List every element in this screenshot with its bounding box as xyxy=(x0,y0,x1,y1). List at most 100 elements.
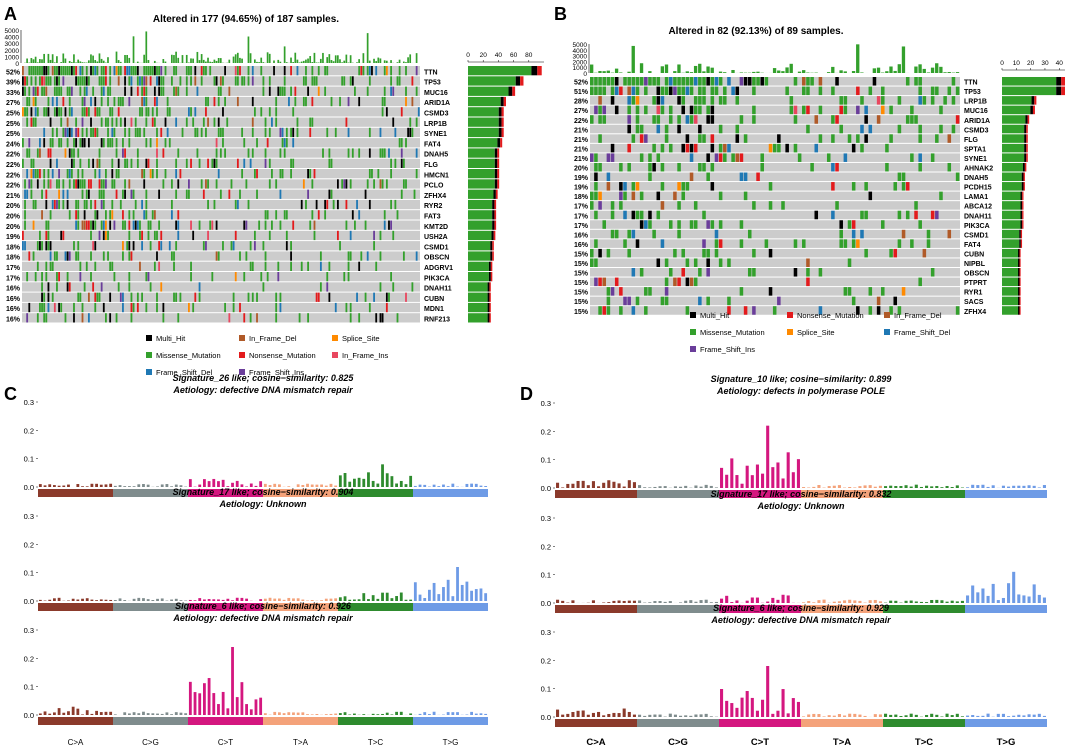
signature-bar xyxy=(827,715,831,717)
signature-bar xyxy=(48,713,52,715)
signature-plot-d-0: Signature_10 like; cosine−similarity: 0.… xyxy=(541,374,1047,498)
frequency-multihit-segment xyxy=(488,261,491,271)
legend-swatch xyxy=(884,329,890,335)
mutation-cell xyxy=(68,179,71,189)
mutation-cell xyxy=(87,220,90,230)
mutation-cell xyxy=(296,117,299,127)
signature-bar xyxy=(791,698,795,717)
panel-a-label: A xyxy=(4,4,17,24)
mutation-cell xyxy=(24,107,26,117)
mutation-cell xyxy=(281,169,284,179)
frequency-multihit-segment xyxy=(1022,162,1025,172)
mutation-cell xyxy=(213,158,216,168)
mutation-cell xyxy=(277,86,280,96)
signature-bar xyxy=(442,484,445,487)
mutation-cell xyxy=(660,201,665,210)
oncoplot-row-cells xyxy=(26,148,418,158)
mutation-cell xyxy=(392,117,395,127)
mutation-cell xyxy=(164,66,167,76)
mutation-cell xyxy=(79,158,82,168)
mutation-cell xyxy=(594,258,598,267)
mutation-cell xyxy=(947,162,952,172)
mutation-cell xyxy=(162,179,165,189)
mutation-cell xyxy=(243,76,246,86)
mutation-cell xyxy=(111,210,114,220)
frequency-nonsense-segment xyxy=(494,199,497,210)
signature-bar xyxy=(909,600,913,603)
gene-name: ZFHX4 xyxy=(964,309,986,316)
mutation-cell xyxy=(109,261,112,271)
mutation-cell xyxy=(156,148,158,158)
mutation-cell xyxy=(43,302,46,313)
mutation-cell xyxy=(835,115,839,124)
mutation-cell xyxy=(315,76,318,86)
mutation-cell xyxy=(132,66,135,76)
mutation-cell xyxy=(901,287,906,296)
signature-bar xyxy=(81,486,84,487)
mutation-cell xyxy=(668,143,673,153)
mutation-cell xyxy=(710,134,715,143)
tmb-bar xyxy=(143,54,146,63)
mutation-cell xyxy=(677,86,681,96)
mutation-cell xyxy=(98,107,101,117)
signature-bar xyxy=(771,713,775,717)
mutation-cell xyxy=(64,127,67,138)
mutation-cell xyxy=(92,158,95,168)
tmb-bar xyxy=(305,59,307,63)
mutation-cell xyxy=(145,107,148,117)
mutation-cell xyxy=(806,124,810,134)
mutation-cell xyxy=(379,313,382,323)
signature-bar xyxy=(699,486,703,488)
mutation-cell xyxy=(66,272,69,282)
gene-percent: 27% xyxy=(574,108,589,115)
mutation-cell xyxy=(134,66,137,76)
mutation-cell xyxy=(136,302,139,313)
mutation-cell xyxy=(918,86,922,96)
gene-frequency-bar xyxy=(468,282,491,292)
oncoplot-row-cells xyxy=(24,199,397,210)
mutation-cell xyxy=(122,210,124,220)
mutation-cell xyxy=(876,296,881,306)
mutation-cell xyxy=(162,313,165,323)
mutation-cell xyxy=(689,153,694,162)
mutation-cell xyxy=(132,189,135,199)
signature-bar xyxy=(217,704,220,715)
mutation-cell xyxy=(111,261,114,271)
mutation-cell xyxy=(639,124,644,134)
mutation-cell xyxy=(698,77,702,86)
mutation-cell xyxy=(94,127,97,138)
mutation-cell xyxy=(90,199,92,210)
gene-name: FLG xyxy=(424,162,439,169)
mutation-cell xyxy=(914,77,918,86)
mutation-cell xyxy=(831,210,835,220)
mutation-cell xyxy=(94,169,97,179)
mutation-cell xyxy=(141,96,143,107)
signature-bar xyxy=(679,486,683,488)
signature-bar xyxy=(306,483,309,487)
mutation-cell xyxy=(275,179,278,189)
category-strip-T-to-A xyxy=(801,490,883,498)
mutation-cell xyxy=(90,96,92,107)
mutation-cell xyxy=(681,143,685,153)
tmb-bar xyxy=(77,59,80,63)
mutation-cell xyxy=(273,66,275,76)
signature-bar xyxy=(940,487,944,488)
mutation-cell xyxy=(130,117,133,127)
tmb-bar xyxy=(718,71,723,73)
mutation-cell xyxy=(652,143,656,153)
mutation-cell xyxy=(311,210,314,220)
mutation-cell xyxy=(49,251,52,261)
mutation-cell xyxy=(268,230,271,241)
oncoplot-row-background xyxy=(22,199,420,210)
signature-bar xyxy=(273,598,277,601)
gene-percent: 16% xyxy=(574,242,589,249)
mutation-cell xyxy=(81,179,84,189)
mutation-cell xyxy=(885,162,889,172)
signature-plot-d-1: Signature_17 like; cosine−similarity: 0.… xyxy=(541,489,1047,613)
signature-y-tick-label: 0.3 xyxy=(24,398,34,407)
mutation-cell xyxy=(405,96,407,107)
signature-bar xyxy=(62,712,66,715)
signature-bar xyxy=(561,600,565,603)
oncoplot-row-cells xyxy=(26,117,418,127)
mutation-cell xyxy=(656,124,661,134)
